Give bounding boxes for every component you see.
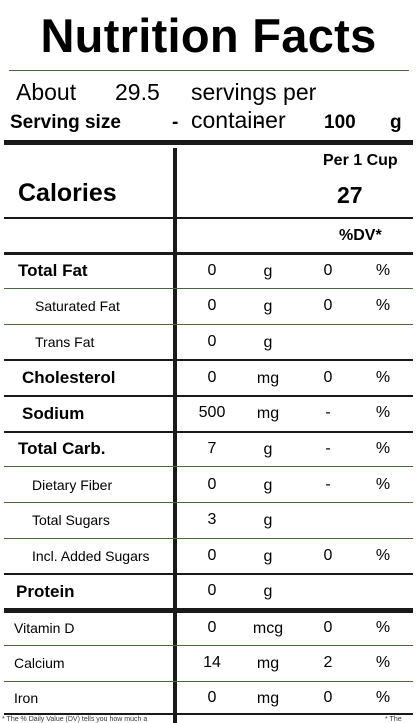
nutrient-amount: 3	[207, 511, 217, 528]
nutrient-name: Trans Fat	[35, 334, 95, 350]
nutrient-amount: 14	[203, 654, 221, 671]
nutrient-amount: 0	[207, 262, 217, 279]
nutrient-pct: %	[375, 404, 391, 421]
nutrient-unit: g	[263, 263, 273, 280]
nutrient-dv: 0	[323, 547, 333, 564]
nutrient-dv: 0	[323, 262, 333, 279]
nutrient-pct: %	[375, 476, 391, 493]
nutrient-dv: -	[325, 404, 331, 421]
row-rule	[4, 645, 413, 646]
nutrient-unit: mcg	[252, 620, 284, 637]
serving-size-label: Serving size	[10, 112, 121, 133]
thick-rule-vitamins	[4, 608, 413, 613]
nutrient-amount: 7	[207, 440, 217, 457]
calories-value: 27	[337, 182, 363, 208]
calories-rule	[4, 217, 413, 219]
serving-size-amount: 100	[324, 112, 356, 133]
nutrient-dv: 0	[323, 689, 333, 706]
bottom-rule	[4, 713, 413, 715]
nutrient-pct: %	[375, 619, 391, 636]
nutrient-dv: 0	[323, 369, 333, 386]
nutrient-amount: 0	[207, 476, 217, 493]
nutrient-name: Total Sugars	[32, 512, 110, 528]
nutrient-pct: %	[375, 547, 391, 564]
nutrient-dv: -	[325, 440, 331, 457]
nutrient-unit: mg	[256, 690, 280, 707]
dv-header-rule	[4, 252, 413, 255]
thick-rule-top	[4, 140, 413, 145]
row-rule	[4, 573, 413, 575]
nutrient-name: Iron	[14, 690, 39, 706]
nutrient-dv: 2	[323, 654, 333, 671]
servings-suffix: servings per container	[191, 79, 317, 133]
nutrient-unit: g	[263, 334, 273, 351]
dv-header: %DV*	[339, 227, 382, 244]
nutrient-amount: 0	[207, 582, 217, 599]
row-rule	[4, 288, 413, 289]
nutrient-pct: %	[375, 689, 391, 706]
row-rule	[4, 681, 413, 682]
row-rule	[4, 466, 413, 467]
footnote-right: * The	[385, 716, 402, 723]
nutrient-unit: mg	[256, 405, 280, 422]
nutrient-name: Saturated Fat	[35, 298, 120, 314]
nutrient-amount: 0	[207, 333, 217, 350]
nutrient-unit: g	[263, 512, 273, 529]
nutrient-amount: 0	[207, 547, 217, 564]
nutrient-amount: 0	[207, 619, 217, 636]
row-rule	[4, 395, 413, 397]
nutrient-name: Total Carb.	[18, 439, 106, 458]
column-divider	[173, 148, 177, 723]
nutrient-dv: 0	[323, 619, 333, 636]
nutrient-name: Total Fat	[18, 261, 88, 280]
nutrient-name: Cholesterol	[22, 368, 116, 387]
nutrient-unit: mg	[256, 655, 280, 672]
nutrient-name: Calcium	[14, 655, 65, 671]
serving-size-unit: g	[390, 112, 402, 133]
serving-size-dash-1: -	[172, 112, 179, 133]
servings-prefix: About	[16, 79, 77, 105]
nutrient-unit: g	[263, 548, 273, 565]
nutrient-amount: 0	[207, 689, 217, 706]
nutrient-name: Incl. Added Sugars	[32, 548, 150, 564]
nutrient-dv: -	[325, 476, 331, 493]
serving-size-dash-2: -	[256, 112, 263, 133]
nutrient-pct: %	[375, 440, 391, 457]
nutrient-name: Dietary Fiber	[32, 477, 113, 493]
nutrient-amount: 0	[207, 297, 217, 314]
nutrient-pct: %	[375, 369, 391, 386]
nutrient-unit: g	[263, 583, 273, 600]
row-rule	[4, 324, 413, 325]
nutrient-amount: 500	[198, 404, 226, 421]
nutrient-pct: %	[375, 262, 391, 279]
nutrient-pct: %	[375, 654, 391, 671]
calories-label: Calories	[18, 179, 117, 207]
row-rule	[4, 359, 413, 361]
nutrient-name: Vitamin D	[14, 620, 75, 636]
nutrient-amount: 0	[207, 369, 217, 386]
row-rule	[4, 538, 413, 539]
footnote-left: * The % Daily Value (DV) tells you how m…	[2, 716, 148, 723]
nutrient-name: Protein	[16, 582, 75, 601]
servings-count: 29.5	[115, 79, 160, 105]
nutrient-unit: g	[263, 477, 273, 494]
nutrient-unit: g	[263, 441, 273, 458]
nutrient-pct: %	[375, 297, 391, 314]
title-rule	[9, 70, 409, 71]
row-rule	[4, 431, 413, 433]
label-title: Nutrition Facts	[40, 9, 377, 62]
nutrient-unit: g	[263, 298, 273, 315]
nutrient-name: Sodium	[22, 404, 85, 423]
per-serving-header: Per 1 Cup	[323, 152, 398, 169]
nutrient-unit: mg	[256, 370, 280, 387]
row-rule	[4, 502, 413, 503]
nutrient-dv: 0	[323, 297, 333, 314]
